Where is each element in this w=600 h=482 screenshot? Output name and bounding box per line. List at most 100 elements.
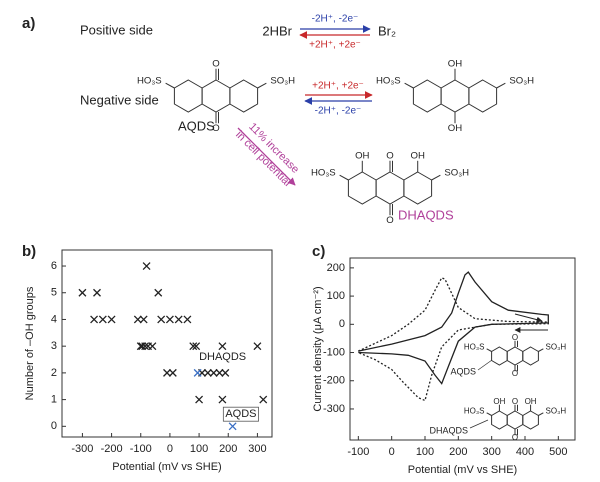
y-tick-label: 200: [327, 262, 345, 274]
annotation-box: [222, 406, 259, 422]
x-tick-label: 100: [416, 446, 434, 458]
atom-label: SO₃H: [546, 343, 567, 352]
x-axis-label: Potential (mV vs SHE): [112, 461, 221, 473]
x-tick-label: -100: [347, 446, 369, 458]
annotation: 11% increase in cell potential: [233, 121, 301, 189]
atom-label: OH: [493, 397, 505, 406]
ring: [412, 79, 442, 113]
point: [259, 395, 268, 404]
x-axis-label: Potential (mV vs SHE): [408, 464, 517, 476]
point: [218, 342, 227, 351]
y-axis-label: Current density (μA cm⁻²): [312, 286, 324, 411]
atom-label: O: [512, 397, 518, 406]
x-tick-label: 300: [248, 443, 266, 455]
atom-label: O: [386, 215, 393, 226]
annotation: AQDS: [225, 408, 256, 420]
ring: [347, 171, 377, 205]
ring: [375, 171, 405, 205]
atom-label: OH: [448, 123, 462, 134]
y-tick-label: -200: [323, 375, 345, 387]
scan-arrow: [514, 313, 543, 323]
point: [193, 368, 202, 377]
point: [90, 315, 99, 324]
negative-side: Negative side: [80, 92, 159, 107]
atom-label: O: [512, 433, 518, 442]
point: [142, 262, 151, 270]
point: [221, 368, 230, 377]
point: [183, 315, 192, 324]
y-tick-label: 100: [327, 290, 345, 302]
x-tick-label: 300: [482, 446, 500, 458]
point: [189, 342, 198, 351]
ring: [506, 346, 524, 366]
x-tick-label: 100: [190, 443, 208, 455]
point: [203, 368, 212, 377]
point: [163, 368, 171, 377]
arrow-label: -2H⁺, -2e⁻: [315, 106, 362, 117]
ring: [522, 410, 539, 430]
arrow: [237, 127, 296, 186]
bond: [496, 82, 506, 89]
leader: [469, 419, 489, 429]
ring: [506, 410, 524, 430]
atom-label: SO₃H: [444, 168, 469, 179]
x-tick-label: -200: [101, 443, 123, 455]
atom-label: SO₃H: [270, 76, 295, 87]
atom-label: O: [512, 369, 518, 378]
point: [138, 342, 147, 351]
bond: [538, 348, 544, 352]
point: [141, 342, 150, 351]
positive-side: Positive side: [80, 22, 153, 37]
product: Br₂: [378, 23, 396, 38]
y-tick-label: -100: [323, 346, 345, 358]
x-tick-label: 0: [167, 443, 173, 455]
x-tick-label: 200: [219, 443, 237, 455]
plot-frame: [349, 257, 576, 441]
ring: [229, 79, 259, 113]
panel-label: c): [312, 243, 325, 260]
series-label: AQDS: [450, 366, 476, 376]
point: [139, 315, 148, 324]
arrow-label: +2H⁺, +2e⁻: [312, 81, 364, 92]
y-tick-label: -300: [323, 403, 345, 415]
y-tick-label: 5: [51, 287, 57, 299]
y-tick-label: 0: [339, 318, 345, 330]
atom-label: HO₃S: [464, 407, 485, 416]
bond: [486, 348, 492, 352]
annotation: DHAQDS: [199, 351, 246, 363]
atom-label: SO₃H: [509, 76, 534, 87]
atom-label: SO₃H: [546, 407, 567, 416]
panel-label: a): [22, 15, 35, 32]
point: [192, 342, 201, 351]
point: [133, 315, 142, 324]
ring: [491, 410, 508, 430]
point: [228, 422, 237, 431]
y-tick-label: 6: [51, 260, 57, 272]
atom-label: HO₃S: [311, 168, 336, 179]
point: [157, 315, 166, 324]
atom-label: O: [512, 333, 518, 342]
point: [93, 288, 101, 297]
panel-label: b): [22, 243, 36, 260]
cv-curve: [358, 276, 549, 402]
plot-frame: [61, 249, 273, 438]
atom-label: OH: [525, 397, 537, 406]
point: [195, 395, 204, 404]
arrow-label: +2H⁺, +2e⁻: [309, 40, 361, 51]
bond: [339, 174, 349, 181]
x-tick-label: -300: [71, 443, 93, 455]
atom-label: HO₃S: [464, 343, 485, 352]
y-tick-label: 4: [51, 313, 57, 325]
point: [98, 315, 107, 324]
point: [209, 368, 218, 377]
point: [78, 288, 87, 297]
atom-label: O: [212, 123, 219, 134]
point: [165, 315, 174, 324]
point: [154, 288, 163, 297]
point: [218, 395, 227, 404]
point: [253, 342, 262, 351]
atom-label: HO₃S: [376, 76, 401, 87]
point: [168, 368, 177, 377]
atom-label: OH: [448, 58, 462, 69]
y-tick-label: 2: [51, 367, 57, 379]
